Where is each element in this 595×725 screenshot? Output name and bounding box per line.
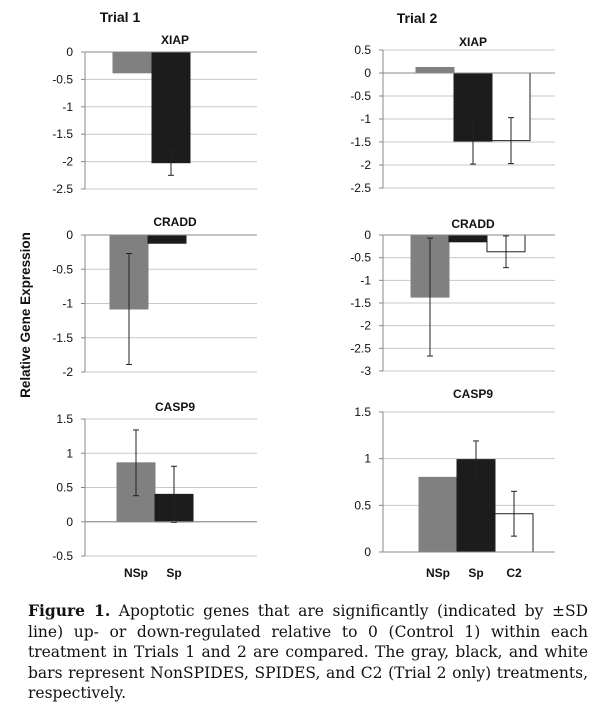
bar-nonspides: [418, 476, 458, 553]
caption-text: Apoptotic genes that are significantly (…: [28, 602, 588, 703]
y-tick-label: -1: [62, 297, 73, 311]
trial2-title: Trial 2: [397, 10, 438, 26]
chart-title: XIAP: [459, 35, 487, 49]
figure-panels: Trial 1 Trial 2 Relative Gene Expression…: [18, 9, 555, 580]
category-label: NSp: [124, 566, 148, 580]
y-tick-label: -2.5: [350, 181, 371, 195]
category-label: NSp: [426, 566, 450, 580]
category-label: Sp: [468, 566, 483, 580]
y-tick-label: -1.5: [350, 296, 371, 310]
trial1-title: Trial 1: [100, 9, 141, 25]
figure-caption: Figure 1. Apoptotic genes that are signi…: [28, 601, 588, 704]
chart-trial1-cradd: 0 -0.5 -1 -1.5 -2 CRADD: [52, 215, 257, 379]
y-tick-label: 1.5: [56, 412, 73, 426]
y-tick-label: -0.5: [52, 549, 73, 563]
y-tick-label: -1.5: [52, 127, 73, 141]
chart-title: CRADD: [153, 215, 197, 229]
y-tick-label: 0: [66, 228, 73, 242]
y-tick-label: -2: [360, 158, 371, 172]
chart-title: CASP9: [155, 400, 195, 414]
bar-spides: [448, 234, 488, 243]
chart-trial1-casp9: 1.5 1 0.5 0 -0.5 CASP9 NSp Sp: [52, 400, 257, 580]
y-tick-label: -2.5: [52, 182, 73, 196]
bar-spides: [151, 51, 191, 164]
y-tick-label: 0: [66, 515, 73, 529]
y-tick-label: -1.5: [350, 135, 371, 149]
y-tick-label: 0: [364, 228, 371, 242]
y-tick-label: -0.5: [350, 251, 371, 265]
y-tick-label: -2: [360, 319, 371, 333]
y-tick-label: 0.5: [354, 43, 371, 57]
category-label: Sp: [166, 566, 181, 580]
y-tick-label: -0.5: [52, 262, 73, 276]
y-tick-label: -0.5: [52, 72, 73, 86]
chart-title: CRADD: [451, 217, 495, 231]
y-tick-label: 1: [66, 446, 73, 460]
y-tick-label: 0: [364, 545, 371, 559]
y-tick-label: -3: [360, 364, 371, 378]
y-tick-label: -2: [62, 155, 73, 169]
y-tick-label: -1: [62, 100, 73, 114]
y-tick-label: -0.5: [350, 89, 371, 103]
bar-nonspides: [112, 51, 153, 74]
chart-panels: 0 -0.5 -1 -1.5 -2 -2.5 XIAP 0.5 0 -0.5 -1 -1.5 -2 -2.…: [52, 33, 555, 580]
y-tick-label: 0: [66, 45, 73, 59]
y-tick-label: -2.5: [350, 341, 371, 355]
y-tick-label: 1: [364, 452, 371, 466]
chart-trial2-casp9: 1.5 1 0.5 0 CASP9 NSp Sp C2: [354, 387, 555, 580]
y-tick-label: 1.5: [354, 405, 371, 419]
y-tick-label: -1: [360, 112, 371, 126]
y-tick-label: 0.5: [354, 498, 371, 512]
y-tick-label: 0.5: [56, 481, 73, 495]
y-tick-label: -1: [360, 273, 371, 287]
category-label: C2: [506, 566, 522, 580]
chart-trial1-xiap: 0 -0.5 -1 -1.5 -2 -2.5 XIAP: [52, 33, 257, 196]
caption-label: Figure 1.: [28, 601, 111, 620]
chart-trial2-xiap: 0.5 0 -0.5 -1 -1.5 -2 -2.5 XIAP: [350, 35, 555, 195]
y-tick-label: 0: [364, 66, 371, 80]
chart-trial2-cradd: 0 -0.5 -1 -1.5 -2 -2.5 -3 CRADD: [350, 217, 555, 378]
chart-title: XIAP: [161, 33, 189, 47]
y-tick-label: -2: [62, 365, 73, 379]
y-tick-label: -1.5: [52, 331, 73, 345]
bar-spides: [147, 234, 187, 244]
chart-title: CASP9: [453, 387, 493, 401]
bar-nonspides: [415, 66, 455, 74]
y-axis-label: Relative Gene Expression: [18, 232, 33, 398]
